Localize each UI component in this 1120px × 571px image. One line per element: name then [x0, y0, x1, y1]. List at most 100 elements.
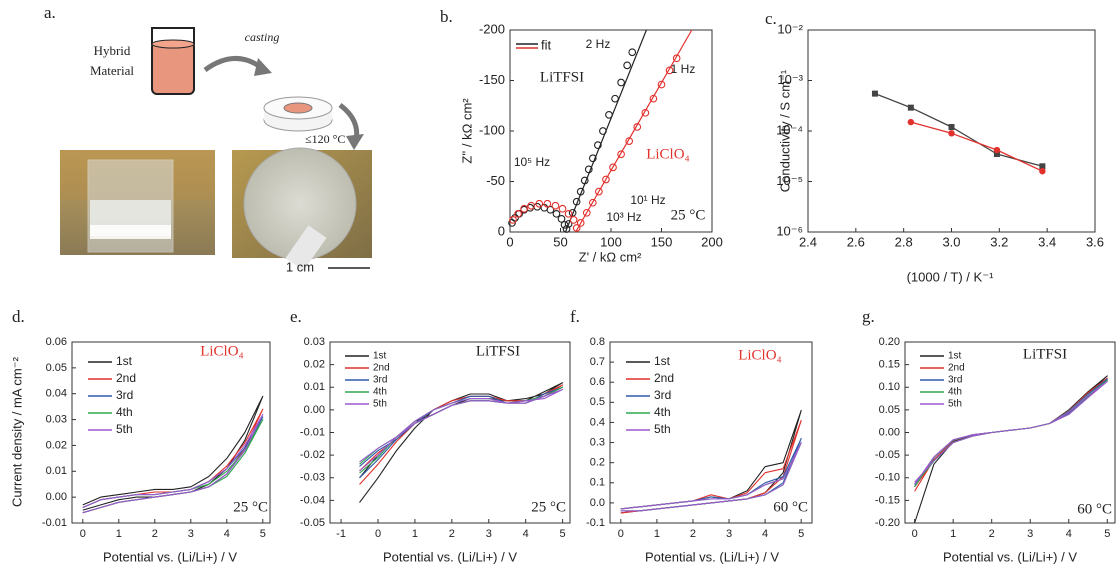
panel-label: d.: [12, 307, 25, 326]
y-tick-label: 10⁻⁵: [776, 173, 803, 188]
x-axis-label: Potential vs. (Li/Li+) / V: [103, 549, 237, 564]
x-tick-label: -1: [336, 528, 346, 540]
x-tick-label: 0: [80, 528, 86, 540]
legend-label: 5th: [654, 422, 671, 436]
data-point: [633, 123, 642, 131]
data-point: [535, 199, 544, 208]
data-point: [514, 209, 522, 218]
y-tick-label: 0.04: [46, 388, 67, 400]
data-point: [551, 201, 560, 210]
data-point: [557, 215, 566, 223]
data-point: [576, 187, 585, 196]
y-tick-label: 0.8: [590, 336, 605, 348]
annotation: 10³ Hz: [606, 210, 641, 224]
chart: g. 0 1 2 3 4 5 -0.20 -0.15 -0.10 -0.05 0.00 0.05 0.10…: [862, 307, 1116, 564]
plot-frame: [609, 341, 813, 524]
plot-frame: [904, 341, 1116, 524]
annotation: 60 °C: [1077, 501, 1112, 517]
fit-line: [575, 29, 693, 233]
x-tick-label: 2: [152, 528, 158, 540]
legend-label: 1st: [654, 354, 671, 368]
annotation: 25 °C: [671, 207, 706, 223]
data-point: [582, 208, 591, 217]
legend-label: 4th: [373, 387, 387, 398]
legend-label: 3rd: [654, 388, 671, 402]
panel-label: g.: [862, 307, 875, 326]
material-label: Hybrid: [94, 43, 131, 58]
panel-label: e.: [290, 307, 302, 326]
panel-label: a.: [44, 3, 56, 22]
data-point: [611, 94, 619, 103]
y-tick-label: 0.6: [590, 376, 605, 388]
data-point: [625, 137, 634, 145]
annotation: 25 °C: [233, 499, 268, 515]
process-label: casting: [245, 30, 280, 44]
x-axis-label: Potential vs. (Li/Li+) / V: [383, 549, 517, 564]
x-tick-label: 1: [654, 528, 660, 540]
y-tick-label: 0.3: [590, 436, 605, 448]
x-tick-label: 3: [726, 528, 732, 540]
data-point: [602, 175, 610, 184]
y-tick-label: 0.00: [879, 426, 900, 438]
chart: e. -1 0 1 2 3 4 5 -0.05 -0.04 -0.03 -0.02 -0.01 0.00 0…: [290, 307, 571, 564]
data-point: [588, 198, 597, 207]
data-point: [871, 90, 878, 97]
y-tick-label: 0.15: [879, 359, 900, 371]
series-line: [359, 382, 564, 503]
data-point: [907, 118, 915, 126]
x-tick-label: 2: [989, 528, 995, 540]
x-tick-label: 3.2: [990, 234, 1008, 249]
data-point: [948, 130, 955, 137]
legend-label: fit: [541, 37, 552, 52]
x-tick-label: 5: [1104, 528, 1110, 540]
y-tick-label: 0.00: [46, 491, 67, 503]
legend-label: 4th: [654, 405, 671, 419]
annotation: LiClO₄: [200, 343, 244, 359]
data-point: [509, 216, 517, 224]
x-tick-label: 3.4: [1038, 234, 1056, 249]
x-axis-label: Z' / kΩ cm²: [579, 249, 642, 264]
y-tick-label: 0.1: [590, 477, 605, 489]
annotation: LiTFSI: [1023, 346, 1067, 362]
data-point: [641, 108, 650, 117]
y-tick-label: 0.7: [590, 356, 605, 368]
series-line: [914, 378, 1108, 488]
x-tick-label: 2.6: [847, 234, 865, 249]
annotation: 2 Hz: [586, 37, 611, 51]
y-tick-label: -0.15: [875, 494, 900, 506]
x-tick-label: 2: [690, 528, 696, 540]
x-tick-label: 150: [651, 234, 673, 249]
material-label: Material: [90, 63, 134, 78]
x-tick-label: 5: [260, 528, 266, 540]
x-tick-label: 200: [701, 234, 723, 249]
y-tick-label: 0.05: [46, 362, 67, 374]
y-tick-label: -0.05: [300, 517, 325, 529]
x-tick-label: 2.4: [799, 234, 817, 249]
y-tick-label: -50: [486, 173, 505, 188]
x-tick-label: 4: [523, 528, 529, 540]
data-point: [907, 104, 914, 111]
mold: [263, 96, 333, 132]
y-tick-label: 0.02: [304, 359, 325, 371]
x-tick-label: 0: [912, 528, 918, 540]
y-tick-label: 10⁻⁶: [776, 223, 803, 238]
data-point: [595, 187, 603, 196]
y-tick-label: 0.03: [304, 336, 325, 348]
plot-frame: [509, 29, 713, 233]
x-tick-label: 0: [506, 234, 513, 249]
y-tick-label: 0.20: [879, 336, 900, 348]
y-tick-label: -0.02: [300, 449, 325, 461]
data-point: [617, 150, 625, 159]
series-line: [359, 388, 564, 472]
x-tick-label: 50: [553, 234, 567, 249]
data-point: [1039, 163, 1046, 170]
annotation: LiClO₄: [646, 146, 690, 162]
legend-label: 1st: [948, 351, 962, 362]
series-line: [914, 379, 1108, 488]
panel-label: c.: [765, 9, 777, 28]
data-point: [993, 151, 1000, 158]
beaker: [151, 27, 195, 95]
y-axis-label: Conductivity / S cm⁻¹: [777, 69, 792, 192]
data-point: [599, 127, 607, 135]
series-line: [914, 377, 1108, 492]
